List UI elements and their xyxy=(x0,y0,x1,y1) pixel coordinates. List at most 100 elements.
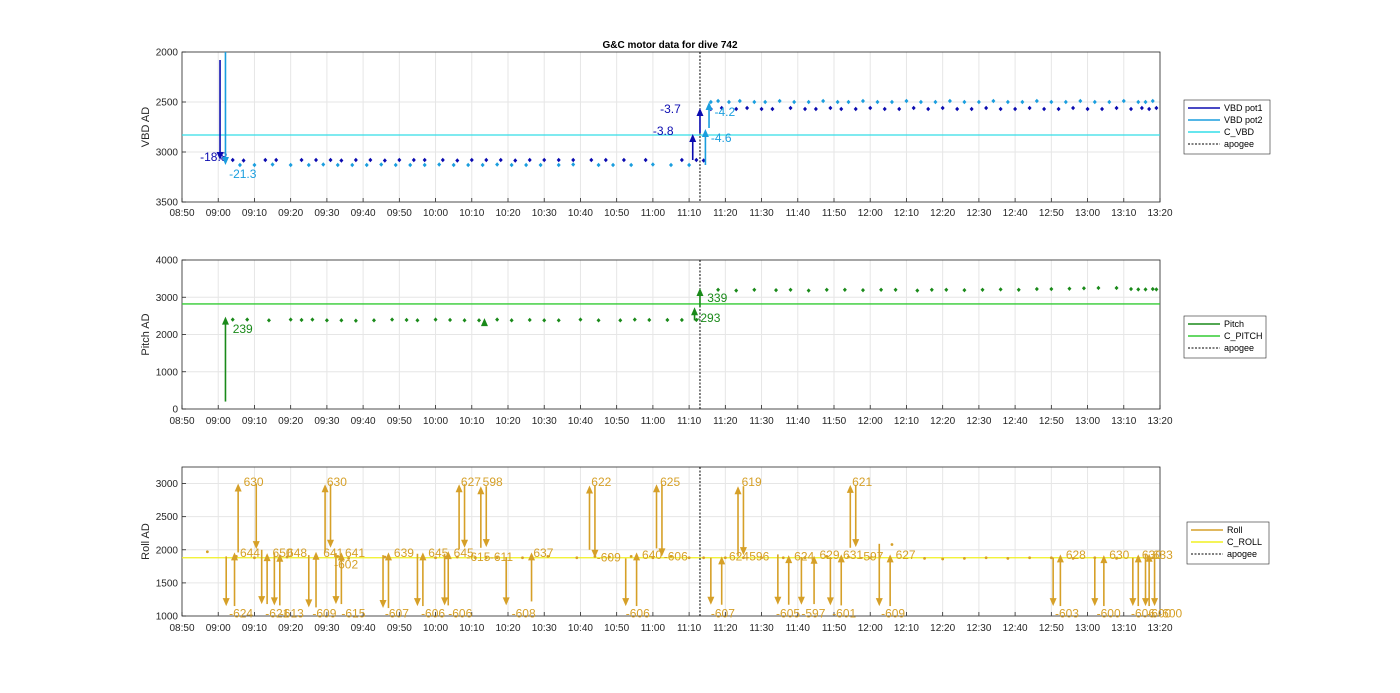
arrow-label: 639 xyxy=(394,546,414,560)
data-point xyxy=(806,288,811,293)
x-tick-label: 10:20 xyxy=(495,623,520,634)
y-tick-label: 1500 xyxy=(156,578,179,589)
data-point xyxy=(984,556,988,560)
arrow-label: -293 xyxy=(696,311,720,325)
data-point xyxy=(669,162,673,168)
data-point xyxy=(962,287,967,293)
x-tick-label: 11:20 xyxy=(713,623,738,634)
arrow-head xyxy=(1129,598,1137,607)
data-point xyxy=(509,318,514,323)
y-tick-label: 2500 xyxy=(156,98,179,109)
x-tick-label: 13:10 xyxy=(1111,416,1136,427)
data-point xyxy=(1107,99,1112,105)
arrow-head xyxy=(1100,555,1108,564)
data-point xyxy=(1136,287,1141,292)
data-point xyxy=(1150,286,1155,292)
y-axis-label: Roll AD xyxy=(140,523,152,560)
data-point xyxy=(513,158,518,163)
x-tick-label: 12:00 xyxy=(858,416,883,427)
x-tick-label: 10:10 xyxy=(459,208,484,219)
x-tick-label: 13:20 xyxy=(1147,416,1172,427)
data-point xyxy=(270,162,275,167)
data-point xyxy=(716,98,721,104)
y-axis-label: Pitch AD xyxy=(140,313,152,355)
data-point xyxy=(306,162,311,168)
arrow-head xyxy=(231,552,239,561)
arrow-head xyxy=(875,598,883,607)
x-tick-label: 09:10 xyxy=(242,208,267,219)
arrow-label: -3.7 xyxy=(660,102,681,116)
data-point xyxy=(835,99,840,105)
data-point xyxy=(1150,98,1155,104)
data-point xyxy=(383,555,387,559)
data-point xyxy=(299,157,304,163)
data-point xyxy=(998,287,1003,292)
arrow-head xyxy=(696,108,704,116)
x-tick-label: 11:00 xyxy=(641,208,666,219)
data-point xyxy=(462,318,467,323)
data-point xyxy=(875,99,880,105)
y-tick-label: 4000 xyxy=(156,256,179,267)
arrow-head xyxy=(477,486,485,495)
x-tick-label: 12:40 xyxy=(1003,623,1028,634)
arrow-label: -613 xyxy=(280,606,304,620)
x-tick-label: 09:00 xyxy=(206,416,231,427)
data-point xyxy=(629,555,633,558)
arrow-head xyxy=(591,549,599,558)
data-point xyxy=(734,288,739,293)
data-point xyxy=(314,157,319,163)
data-point xyxy=(440,157,445,163)
data-point xyxy=(589,157,594,163)
data-point xyxy=(328,157,333,163)
arrow-head xyxy=(482,539,490,548)
data-point xyxy=(1049,99,1054,105)
data-point xyxy=(890,543,894,546)
data-point xyxy=(603,157,608,163)
data-point xyxy=(382,158,387,163)
data-point xyxy=(371,318,376,323)
arrow-head xyxy=(586,485,593,494)
arrow-label: 640 xyxy=(642,548,662,562)
data-point xyxy=(806,99,811,105)
x-tick-label: 11:20 xyxy=(713,416,738,427)
x-tick-label: 09:00 xyxy=(206,623,231,634)
x-tick-label: 09:30 xyxy=(314,416,339,427)
data-point xyxy=(455,555,459,559)
panel-3: 08:50 09:00 09:10 09:20 09:30 09:40 09:50 10:00… xyxy=(140,466,1270,634)
x-tick-label: 09:10 xyxy=(242,623,267,634)
x-tick-label: 13:20 xyxy=(1147,208,1172,219)
data-point xyxy=(923,556,926,560)
x-tick-label: 10:50 xyxy=(604,416,629,427)
data-point xyxy=(1151,556,1155,560)
data-point xyxy=(708,99,713,105)
legend-label: VBD pot1 xyxy=(1224,103,1263,113)
arrow-label: 641 xyxy=(345,546,365,560)
data-point xyxy=(980,287,985,292)
data-point xyxy=(1143,287,1148,292)
arrow-label: -18.8 xyxy=(200,150,228,164)
data-point xyxy=(868,105,873,111)
data-point xyxy=(288,162,293,168)
arrow-label: 629 xyxy=(820,548,840,562)
data-point xyxy=(285,555,289,559)
data-point xyxy=(498,157,503,163)
y-tick-label: 3000 xyxy=(156,148,179,159)
data-point xyxy=(621,157,626,163)
x-tick-label: 09:40 xyxy=(351,623,376,634)
arrow-head xyxy=(826,597,834,606)
data-point xyxy=(726,99,731,105)
data-point xyxy=(466,162,471,168)
arrow-label: -609 xyxy=(881,606,905,620)
panel-1: 08:50 09:00 09:10 09:20 09:30 09:40 09:50 10:00… xyxy=(140,48,1271,219)
data-point xyxy=(455,158,460,163)
arrow-label: -603 xyxy=(1055,606,1079,620)
y-tick-label: 3500 xyxy=(156,198,179,209)
data-point xyxy=(480,162,485,168)
arrow-label: -611 xyxy=(490,550,513,564)
data-point xyxy=(274,157,279,163)
y-tick-label: 2000 xyxy=(156,48,179,59)
arrow-label: 622 xyxy=(591,475,611,489)
data-point xyxy=(1096,285,1101,291)
data-point xyxy=(1005,99,1010,105)
data-point xyxy=(882,106,887,112)
